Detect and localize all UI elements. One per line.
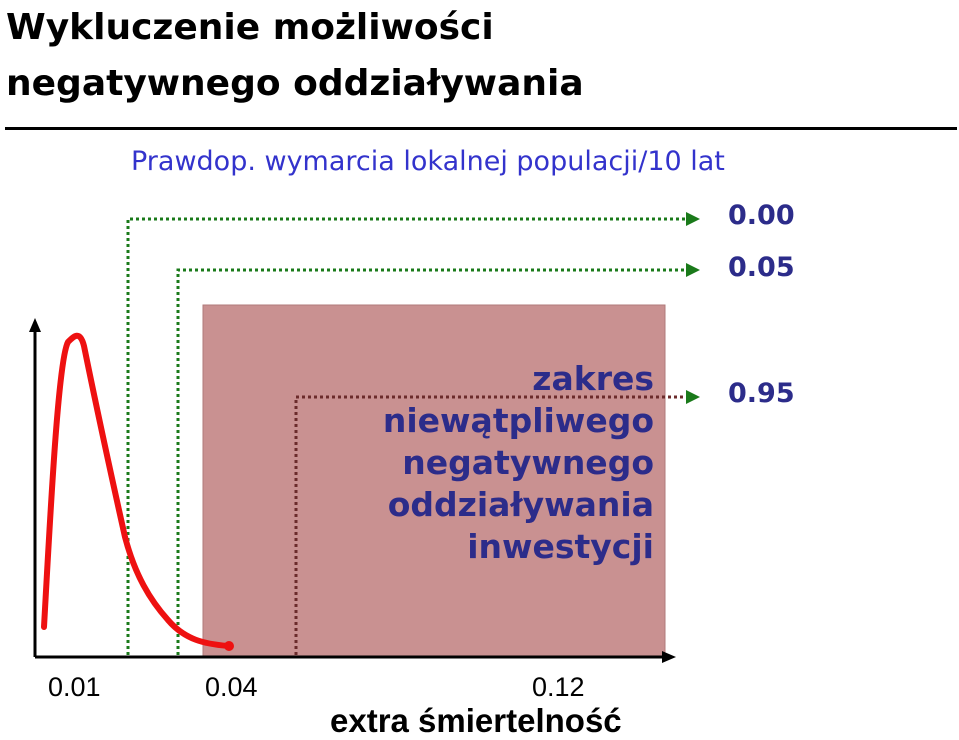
region-caption-line: oddziaływania <box>387 485 654 524</box>
region-caption-line: inwestycji <box>467 527 654 566</box>
mortality-curve <box>41 332 231 649</box>
connector-0-00 <box>126 217 690 655</box>
prob-label-0-05: 0.05 <box>728 252 795 283</box>
prob-label-0-95: 0.95 <box>728 378 795 409</box>
region-caption: zakres niewątpliwego negatywnego oddział… <box>300 358 654 568</box>
x-tick-0-01: 0.01 <box>48 672 101 702</box>
region-caption-line: negatywnego <box>402 443 654 482</box>
curve-end-dot <box>224 641 234 651</box>
region-caption-line: zakres <box>532 359 654 398</box>
region-caption-line: niewątpliwego <box>382 401 654 440</box>
x-tick-0-04: 0.04 <box>205 672 258 702</box>
prob-label-0-00: 0.00 <box>728 200 795 231</box>
impact-region <box>202 304 666 658</box>
x-tick-0-12: 0.12 <box>532 672 585 702</box>
x-axis-arrow <box>662 651 676 663</box>
slide-title: Wykluczenie możliwości negatywnego oddzi… <box>6 0 584 112</box>
title-line-1: Wykluczenie możliwości <box>6 7 494 48</box>
connector-0-95-arrow <box>686 390 700 404</box>
y-axis-arrow <box>29 318 41 332</box>
x-axis-label: extra śmiertelność <box>330 702 622 739</box>
connector-0-05 <box>176 268 690 655</box>
connector-0-05-arrow <box>686 263 700 277</box>
title-rule <box>5 127 957 130</box>
subtitle: Prawdop. wymarcia lokalnej populacji/10 … <box>131 146 725 177</box>
connector-0-00-arrow <box>686 212 700 226</box>
connector-0-95 <box>294 395 690 655</box>
title-line-2: negatywnego oddziaływania <box>6 63 584 104</box>
